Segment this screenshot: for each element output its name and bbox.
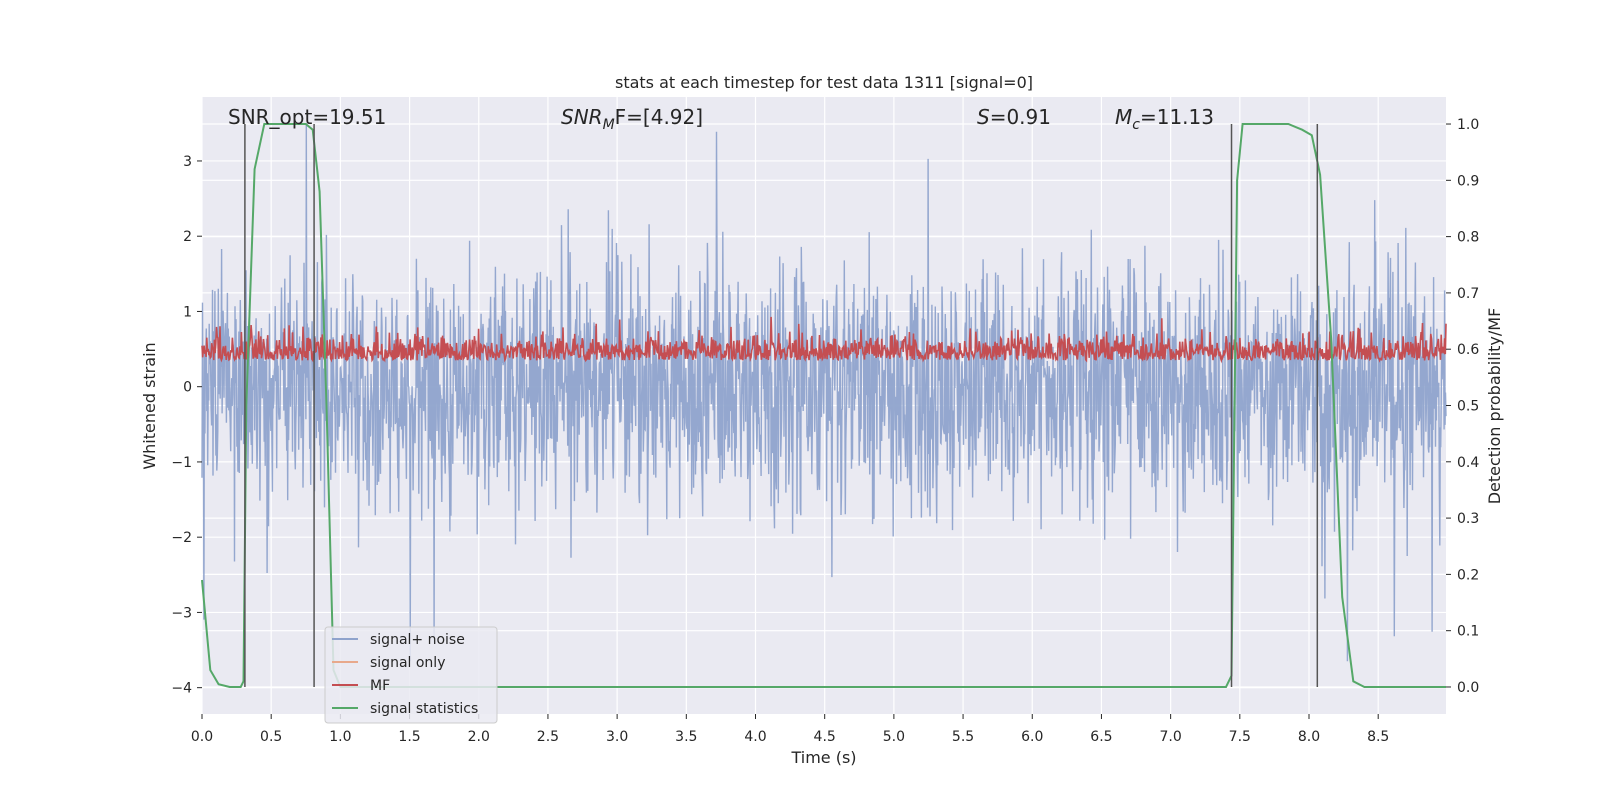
annotation-mc-main: M bbox=[1115, 105, 1132, 129]
x-tick-label: 5.0 bbox=[883, 729, 905, 745]
y2-tick-label: 0.9 bbox=[1457, 173, 1479, 189]
y2-tick-label: 0.3 bbox=[1457, 511, 1479, 527]
y-tick-label: 0 bbox=[183, 380, 192, 396]
y2-axis-label: Detection probability/MF bbox=[1485, 308, 1504, 505]
legend-label-mf: MF bbox=[370, 678, 390, 694]
annotation-s-main: S bbox=[977, 105, 990, 129]
y-tick-label: −1 bbox=[171, 455, 192, 471]
annotation-snr-mf: SNRMF=[4.92] bbox=[561, 105, 703, 133]
y-tick-label: −3 bbox=[171, 605, 192, 621]
x-tick-label: 4.5 bbox=[814, 729, 836, 745]
annotation-mc-rest: =11.13 bbox=[1140, 105, 1214, 129]
annotation-snr-opt: SNR_opt=19.51 bbox=[228, 105, 386, 129]
x-tick-label: 6.0 bbox=[1021, 729, 1043, 745]
series-mf bbox=[201, 316, 1447, 364]
y2-tick-label: 0.8 bbox=[1457, 230, 1479, 246]
legend: signal+ noise signal only MF signal stat… bbox=[324, 626, 498, 724]
x-tick-label: 4.0 bbox=[744, 729, 766, 745]
x-tick-label: 1.0 bbox=[329, 729, 351, 745]
annotation-s-rest: =0.91 bbox=[990, 105, 1051, 129]
y2-tick-label: 0.0 bbox=[1457, 680, 1479, 696]
annotation-s: S=0.91 bbox=[977, 105, 1051, 129]
y-axis-label: Whitened strain bbox=[140, 342, 159, 469]
y-tick-label: 1 bbox=[183, 304, 192, 320]
vertical-lines bbox=[244, 124, 1319, 687]
legend-label-signal-noise: signal+ noise bbox=[370, 632, 465, 648]
chart-title: stats at each timestep for test data 131… bbox=[615, 73, 1033, 92]
y2-tick-label: 0.4 bbox=[1457, 455, 1479, 471]
y2-tick-label: 1.0 bbox=[1457, 117, 1479, 133]
x-tick-label: 7.5 bbox=[1229, 729, 1251, 745]
x-tick-label: 8.5 bbox=[1367, 729, 1389, 745]
x-tick-label: 6.5 bbox=[1090, 729, 1112, 745]
y2-tick-label: 0.6 bbox=[1457, 342, 1479, 358]
x-tick-label: 3.0 bbox=[606, 729, 628, 745]
x-tick-label: 5.5 bbox=[952, 729, 974, 745]
x-tick-label: 0.0 bbox=[191, 729, 213, 745]
x-tick-label: 2.5 bbox=[537, 729, 559, 745]
y2-tick-label: 0.2 bbox=[1457, 567, 1479, 583]
x-tick-label: 7.0 bbox=[1159, 729, 1181, 745]
annotation-snr-mf-main: SNR bbox=[561, 105, 603, 129]
x-tick-label: 8.0 bbox=[1298, 729, 1320, 745]
y-axis-ticks: −4 −3 −2 −1 0 1 2 3 bbox=[171, 154, 202, 697]
x-tick-label: 3.5 bbox=[675, 729, 697, 745]
y-tick-label: −4 bbox=[171, 681, 192, 697]
x-tick-label: 0.5 bbox=[260, 729, 282, 745]
annotation-mc-sub: c bbox=[1132, 117, 1140, 133]
y2-tick-label: 0.7 bbox=[1457, 286, 1479, 302]
y-tick-label: −2 bbox=[171, 530, 192, 546]
x-axis-label: Time (s) bbox=[790, 748, 856, 767]
x-axis-ticks: 0.0 0.5 1.0 1.5 2.0 2.5 3.0 3.5 4.0 4.5 5.0 5.5 6.0 6… bbox=[191, 714, 1389, 745]
x-tick-label: 1.5 bbox=[398, 729, 420, 745]
legend-label-signal-only: signal only bbox=[370, 655, 445, 671]
y-tick-label: 3 bbox=[183, 154, 192, 170]
y-tick-label: 2 bbox=[183, 229, 192, 245]
legend-box bbox=[324, 626, 498, 724]
annotation-snr-mf-rest: F=[4.92] bbox=[615, 105, 703, 129]
y2-axis-ticks: 0.0 0.1 0.2 0.3 0.4 0.5 0.6 0.7 0.8 0.9 1.0 bbox=[1446, 117, 1479, 696]
annotation-mc: Mc=11.13 bbox=[1115, 105, 1214, 133]
x-tick-label: 2.0 bbox=[468, 729, 490, 745]
annotation-snr-mf-sub: M bbox=[603, 117, 615, 133]
series-signal-noise bbox=[201, 123, 1447, 662]
y2-tick-label: 0.1 bbox=[1457, 624, 1479, 640]
legend-label-signal-statistics: signal statistics bbox=[370, 701, 478, 717]
y2-tick-label: 0.5 bbox=[1457, 399, 1479, 415]
